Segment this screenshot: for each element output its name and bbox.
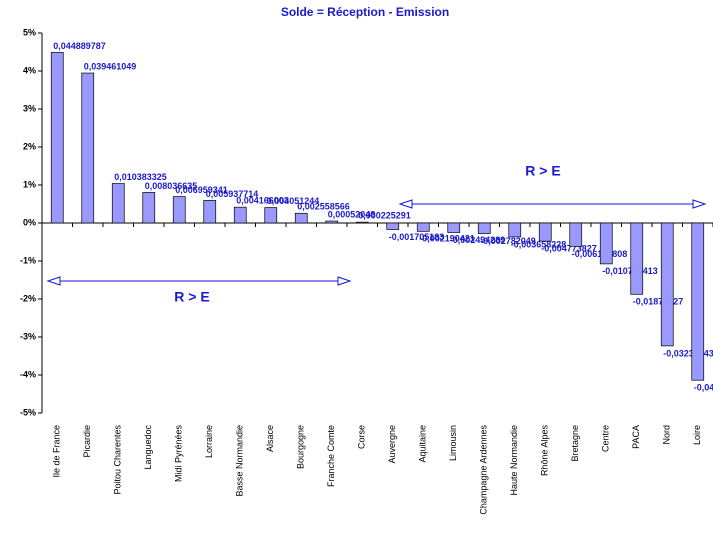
y-tick-label: 2% — [23, 141, 36, 151]
bar — [660, 222, 674, 347]
y-tick-label: -4% — [20, 369, 36, 379]
bar — [81, 72, 95, 224]
bar — [111, 183, 125, 224]
x-tick-label: Champagne Ardennes — [479, 425, 489, 515]
x-tick-label: Centre — [601, 425, 611, 452]
x-tick-label: Aquitaine — [418, 425, 428, 463]
value-label: -0,01876127 — [633, 297, 684, 307]
y-tick-label: 1% — [23, 179, 36, 189]
x-tick-label: Bourgogne — [296, 425, 306, 469]
bar — [477, 222, 491, 234]
x-tick-label: Loire — [692, 425, 702, 445]
value-label: -0,006163808 — [572, 249, 628, 259]
bar — [416, 222, 430, 232]
value-label: 0,005937714 — [206, 189, 259, 199]
x-tick-label: Midi Pyrénées — [174, 425, 184, 483]
bar — [203, 200, 217, 224]
value-label: -0,041368733 — [694, 383, 713, 393]
x-tick-label: Bretagne — [570, 425, 580, 462]
value-label: 0,000225291 — [358, 211, 411, 221]
bar — [691, 222, 705, 381]
bar — [50, 52, 64, 224]
x-tick-label: Lorraine — [204, 425, 214, 458]
value-label: -0,001705183 — [389, 232, 445, 242]
value-label: 0,004051244 — [267, 196, 320, 206]
value-label: -0,032343431 — [663, 348, 713, 358]
annotation: R > E — [525, 163, 560, 179]
y-tick-label: 0% — [23, 217, 36, 227]
bar — [569, 222, 583, 247]
x-tick-label: Haute Normandie — [509, 425, 519, 496]
x-tick-label: Rhône Alpes — [540, 425, 550, 477]
bar — [508, 222, 522, 238]
value-label: -0,010756413 — [602, 266, 658, 276]
bar — [386, 222, 400, 230]
bar — [599, 222, 613, 265]
value-label: -0,002494289 — [450, 235, 506, 245]
value-label: 0,039461049 — [84, 61, 137, 71]
value-label: 0,044889787 — [53, 41, 106, 51]
value-label: 0,00052048 — [328, 209, 376, 219]
bar — [172, 196, 186, 224]
x-tick-label: PACA — [631, 425, 641, 449]
x-tick-label: Basse Normandie — [235, 425, 245, 497]
value-label: -0,002190421 — [419, 234, 475, 244]
value-label: 0,004166003 — [236, 196, 289, 206]
arrow-head — [398, 199, 707, 209]
bar — [447, 222, 461, 233]
y-tick-label: 3% — [23, 103, 36, 113]
bar — [538, 222, 552, 242]
value-label: 0,008036635 — [145, 181, 198, 191]
x-tick-label: Auvergne — [387, 425, 397, 464]
x-tick-label: Ile de France — [52, 425, 62, 478]
bar — [142, 192, 156, 224]
y-tick-label: -5% — [20, 407, 36, 417]
annotation: R > E — [174, 289, 209, 305]
chart-title: Solde = Réception - Emission — [281, 5, 449, 19]
bar — [264, 207, 278, 224]
bar — [355, 221, 369, 224]
x-tick-label: Nord — [662, 425, 672, 445]
value-label: -0,004773827 — [541, 244, 597, 254]
x-tick-label: Poitou Charentes — [113, 425, 123, 495]
x-tick-label: Franche Comte — [326, 425, 336, 487]
y-tick-label: -3% — [20, 331, 36, 341]
x-tick-label: Picardie — [82, 425, 92, 458]
bar — [630, 222, 644, 295]
bar — [325, 220, 339, 224]
y-tick-label: -1% — [20, 255, 36, 265]
y-tick-label: -2% — [20, 293, 36, 303]
x-tick-label: Limousin — [448, 425, 458, 461]
arrow-head — [46, 276, 352, 286]
bar — [233, 206, 247, 224]
bar — [294, 212, 308, 224]
x-tick-label: Corse — [357, 425, 367, 449]
x-tick-label: Alsace — [265, 425, 275, 452]
value-label: 0,010383325 — [114, 172, 167, 182]
value-label: -0,003658228 — [511, 239, 567, 249]
y-tick-label: 5% — [23, 27, 36, 37]
value-label: -0,002782049 — [480, 236, 536, 246]
value-label: 0,002558566 — [297, 202, 350, 212]
value-label: 0,006959341 — [175, 185, 228, 195]
y-tick-label: 4% — [23, 65, 36, 75]
x-tick-label: Languedoc — [143, 425, 153, 470]
